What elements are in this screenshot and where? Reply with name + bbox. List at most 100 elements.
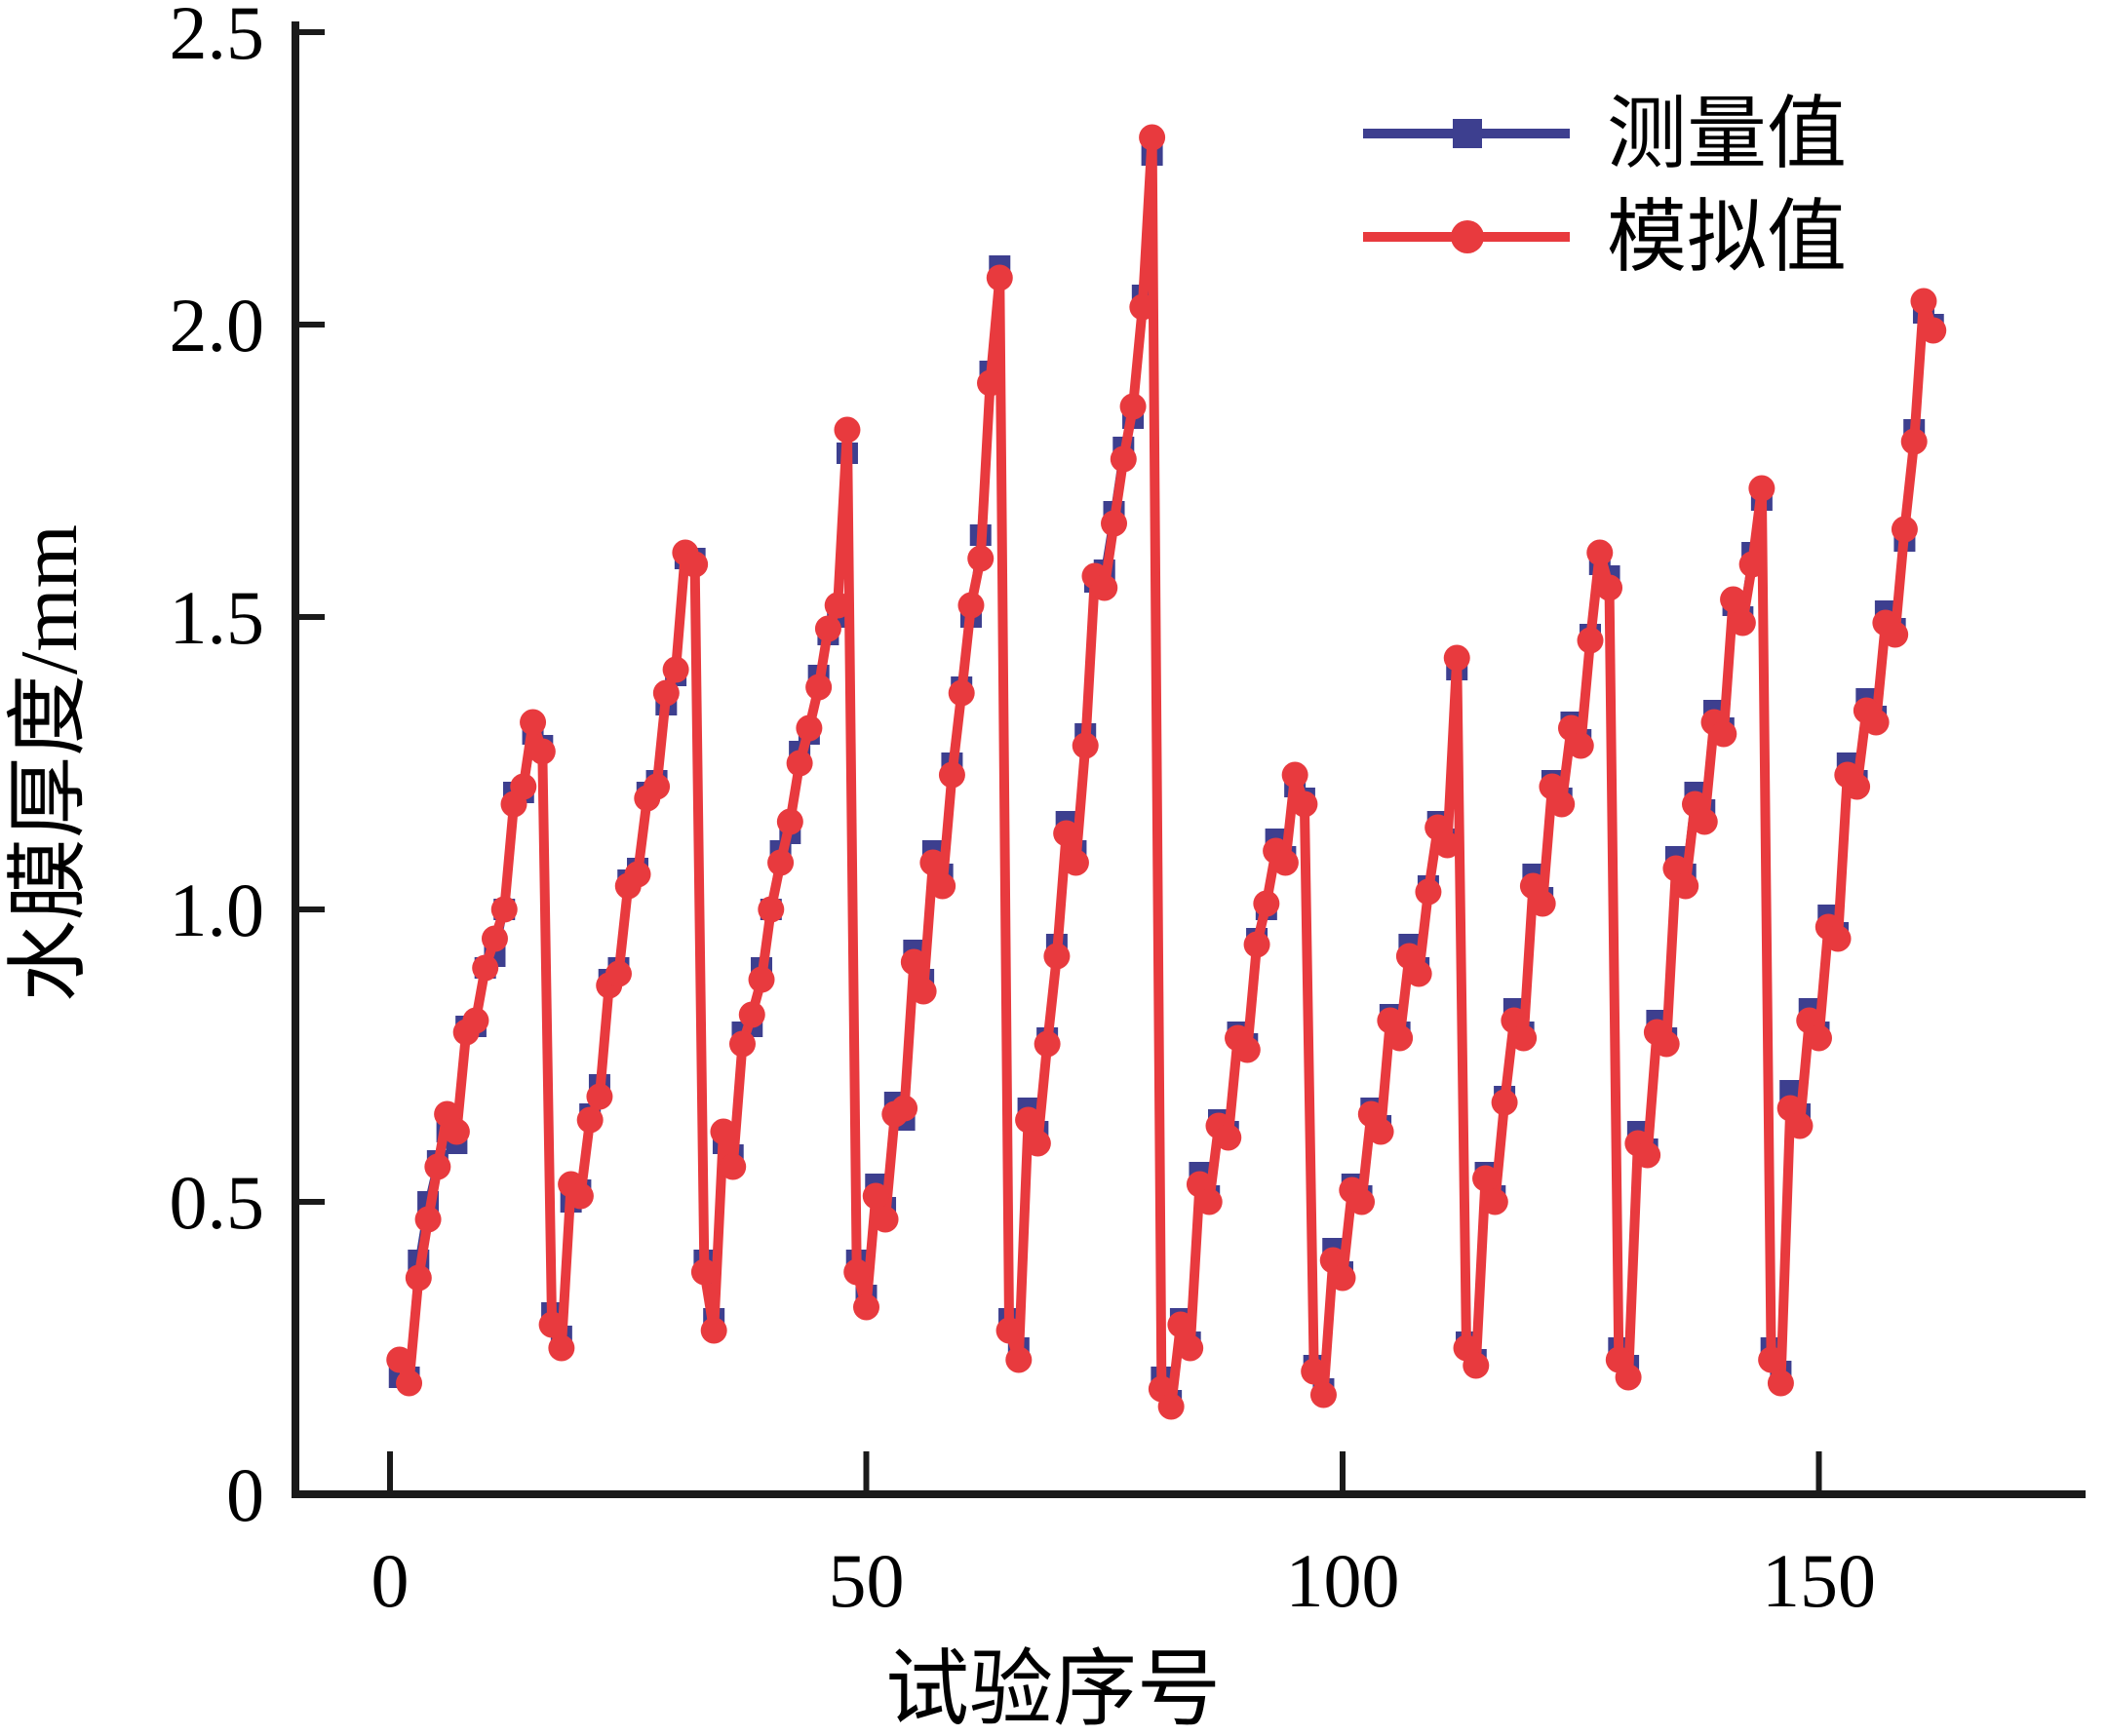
marker-circle <box>758 896 785 923</box>
marker-circle <box>1329 1264 1356 1292</box>
marker-circle <box>1415 878 1442 906</box>
marker-circle <box>1243 931 1270 958</box>
marker-circle <box>1548 791 1576 818</box>
legend-simulated-label: 模拟值 <box>1607 193 1847 282</box>
marker-circle <box>405 1264 432 1292</box>
legend-measured-label: 测量值 <box>1607 90 1847 178</box>
marker-circle <box>1271 849 1299 876</box>
marker-circle <box>1072 732 1099 759</box>
marker-circle <box>490 896 518 923</box>
marker-circle <box>1348 1188 1376 1215</box>
marker-circle <box>1758 1346 1785 1373</box>
marker-circle <box>738 1001 765 1028</box>
marker-circle <box>957 592 985 619</box>
marker-circle <box>1233 1036 1261 1063</box>
marker-circle <box>1281 761 1308 789</box>
marker-circle <box>728 1030 756 1058</box>
marker-circle <box>1672 872 1699 900</box>
marker-circle <box>862 1182 889 1210</box>
marker-circle <box>1891 516 1918 543</box>
marker-circle <box>652 679 680 707</box>
series-line-模拟值 <box>394 133 1938 1411</box>
marker-circle <box>824 592 851 619</box>
marker-circle <box>576 1106 604 1134</box>
marker-circle <box>843 1258 871 1286</box>
marker-circle <box>586 1083 613 1110</box>
axes-layer: 0 0.5 1.0 1.5 2.0 2.5 0 50 100 150 <box>170 0 2087 1623</box>
series-markers-模拟值 <box>386 124 1947 1420</box>
marker-circle <box>644 773 671 800</box>
marker-circle <box>1806 1024 1832 1052</box>
marker-circle <box>1729 609 1756 637</box>
marker-circle <box>1510 1024 1538 1052</box>
marker-circle <box>1062 849 1089 876</box>
marker-circle <box>1005 1346 1033 1373</box>
x-tick-label: 50 <box>829 1538 905 1623</box>
marker-circle <box>720 1153 747 1180</box>
marker-circle <box>1529 890 1556 917</box>
marker-circle <box>910 978 937 1005</box>
marker-circle <box>520 709 547 736</box>
marker-circle <box>1710 720 1737 748</box>
y-axis-title: 水膜厚度/mm <box>4 524 95 1002</box>
y-tick-label: 0.5 <box>170 1160 265 1245</box>
marker-circle <box>948 679 975 707</box>
marker-circle <box>814 615 841 642</box>
marker-circle <box>566 1182 594 1210</box>
y-tick-label: 1.0 <box>170 868 265 952</box>
marker-circle <box>1386 1024 1414 1052</box>
legend-simulated-circle-icon <box>1451 220 1484 253</box>
marker-circle <box>1405 960 1432 987</box>
marker-circle <box>396 1370 423 1397</box>
marker-circle <box>682 551 709 578</box>
marker-circle <box>891 1095 918 1122</box>
marker-circle <box>1920 317 1947 344</box>
marker-circle <box>1443 644 1470 672</box>
marker-circle <box>748 966 775 993</box>
marker-circle <box>1824 925 1852 952</box>
marker-circle <box>1177 1334 1204 1362</box>
marker-circle <box>938 761 965 789</box>
marker-circle <box>1139 124 1166 151</box>
marker-circle <box>1309 1381 1337 1408</box>
legend-item-simulated: 模拟值 <box>1363 193 1847 282</box>
legend-measured-square-icon <box>1453 119 1482 148</box>
marker-circle <box>1110 445 1137 473</box>
marker-circle <box>1463 1352 1490 1379</box>
marker-circle <box>1253 890 1280 917</box>
marker-circle <box>776 808 803 835</box>
marker-circle <box>1472 1165 1500 1192</box>
marker-circle <box>538 1311 566 1338</box>
marker-circle <box>1691 808 1718 835</box>
marker-circle <box>786 750 813 777</box>
marker-circle <box>1767 1370 1794 1397</box>
marker-circle <box>929 872 956 900</box>
y-tick-label: 0 <box>226 1452 264 1537</box>
marker-circle <box>1862 709 1890 736</box>
series-layer <box>386 124 1947 1420</box>
y-tick-label: 2.5 <box>170 0 265 75</box>
marker-circle <box>624 861 651 888</box>
marker-circle <box>1567 732 1594 759</box>
marker-circle <box>1910 288 1937 315</box>
marker-circle <box>481 925 508 952</box>
marker-circle <box>1786 1112 1814 1139</box>
marker-circle <box>1195 1188 1223 1215</box>
marker-circle <box>510 773 537 800</box>
marker-circle <box>1015 1106 1042 1134</box>
marker-circle <box>1129 293 1156 321</box>
x-axis-title: 试验序号 <box>885 1642 1221 1736</box>
marker-circle <box>1882 621 1909 648</box>
marker-circle <box>919 849 947 876</box>
marker-circle <box>872 1206 899 1233</box>
marker-circle <box>986 264 1013 291</box>
marker-circle <box>424 1153 451 1180</box>
marker-square <box>1779 1080 1802 1101</box>
marker-circle <box>1748 475 1775 502</box>
marker-circle <box>710 1118 737 1145</box>
marker-circle <box>1596 574 1623 601</box>
marker-circle <box>1367 1118 1394 1145</box>
x-tick-label: 150 <box>1762 1538 1876 1623</box>
legend-item-measured: 测量值 <box>1363 90 1847 178</box>
